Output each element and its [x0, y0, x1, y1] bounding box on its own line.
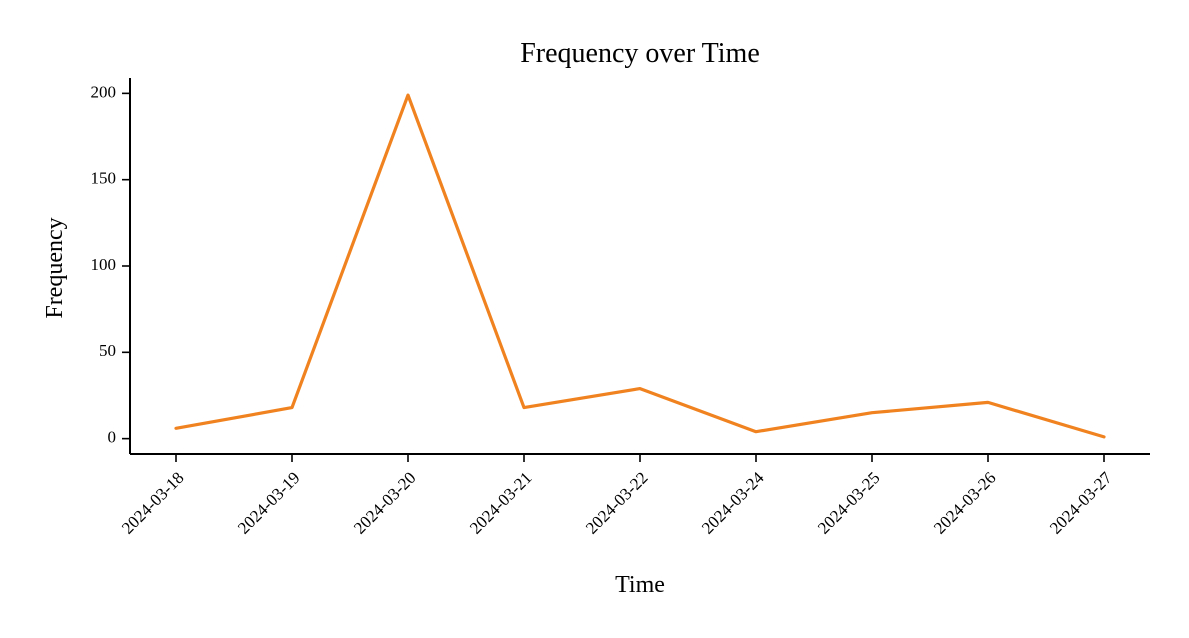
- x-tick-label: 2024-03-25: [814, 468, 884, 538]
- y-tick-label: 50: [99, 341, 116, 360]
- x-tick-label: 2024-03-20: [350, 468, 420, 538]
- series-line: [174, 93, 1106, 439]
- x-tick-label: 2024-03-21: [466, 468, 536, 538]
- series-layer: [174, 93, 1106, 439]
- x-tick-label: 2024-03-24: [698, 468, 768, 538]
- x-axis-label: Time: [615, 572, 665, 598]
- y-axis-ticks: 0 50 100 150 200: [91, 82, 130, 447]
- y-tick-label: 100: [91, 255, 117, 274]
- x-tick-label: 2024-03-27: [1046, 468, 1116, 538]
- x-tick-label: 2024-03-18: [118, 468, 188, 538]
- x-axis: 2024-03-18 2024-03-19 2024-03-20 2024-03-21…: [118, 453, 1150, 538]
- x-tick-label: 2024-03-26: [930, 468, 1000, 538]
- x-axis-ticks: 2024-03-18 2024-03-19 2024-03-20 2024-03-21…: [118, 454, 1116, 538]
- x-tick-label: 2024-03-22: [582, 468, 652, 538]
- y-axis: 0 50 100 150 200: [91, 78, 131, 454]
- y-tick-label: 200: [91, 82, 117, 101]
- y-axis-label: Frequency: [42, 217, 68, 318]
- x-tick-label: 2024-03-19: [234, 468, 304, 538]
- chart-title: Frequency over Time: [520, 38, 760, 69]
- y-tick-label: 150: [91, 169, 117, 188]
- y-tick-label: 0: [108, 428, 117, 447]
